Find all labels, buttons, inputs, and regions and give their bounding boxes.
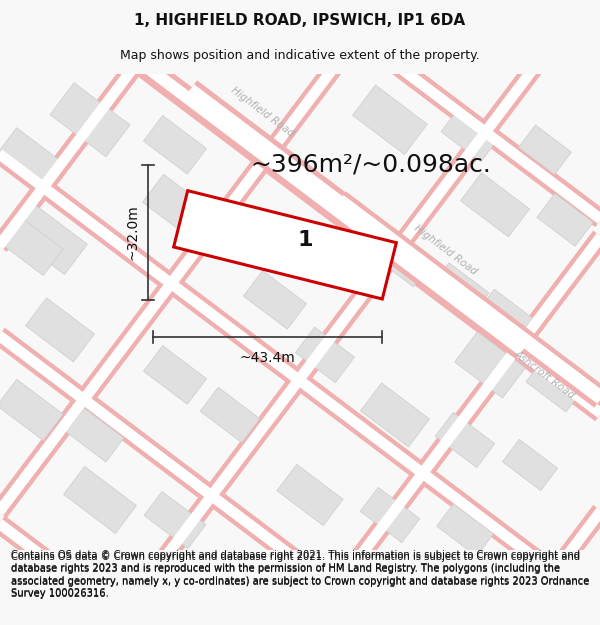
- Bar: [211, 198, 278, 261]
- Bar: [143, 116, 206, 174]
- Text: Ashcroft Road: Ashcroft Road: [513, 349, 577, 401]
- Bar: [437, 504, 493, 556]
- Text: ~43.4m: ~43.4m: [239, 351, 295, 365]
- Bar: [455, 332, 526, 398]
- Bar: [0, 214, 63, 276]
- Bar: [66, 408, 124, 462]
- Bar: [13, 205, 88, 274]
- Bar: [64, 466, 136, 534]
- Bar: [200, 388, 260, 442]
- Bar: [0, 379, 63, 441]
- Polygon shape: [173, 191, 397, 299]
- Bar: [441, 107, 499, 162]
- Text: 1: 1: [297, 230, 313, 250]
- Bar: [360, 488, 420, 542]
- Bar: [244, 271, 307, 329]
- Bar: [26, 298, 94, 362]
- Bar: [295, 327, 355, 382]
- Bar: [365, 222, 434, 287]
- Bar: [50, 82, 130, 157]
- Bar: [277, 464, 343, 526]
- Bar: [502, 439, 557, 491]
- Text: Contains OS data © Crown copyright and database right 2021. This information is : Contains OS data © Crown copyright and d…: [11, 550, 589, 598]
- Bar: [361, 383, 430, 447]
- Bar: [143, 346, 206, 404]
- Text: 1, HIGHFIELD ROAD, IPSWICH, IP1 6DA: 1, HIGHFIELD ROAD, IPSWICH, IP1 6DA: [134, 13, 466, 28]
- Text: Highfield Road: Highfield Road: [229, 85, 295, 139]
- Bar: [461, 173, 529, 237]
- Bar: [353, 85, 427, 154]
- Bar: [537, 193, 593, 246]
- Bar: [435, 412, 495, 468]
- Bar: [478, 289, 533, 341]
- Bar: [518, 125, 571, 174]
- Text: Map shows position and indicative extent of the property.: Map shows position and indicative extent…: [120, 49, 480, 62]
- Bar: [0, 127, 64, 192]
- Text: ~32.0m: ~32.0m: [126, 204, 140, 260]
- Text: Contains OS data © Crown copyright and database right 2021. This information is : Contains OS data © Crown copyright and d…: [11, 552, 589, 599]
- Bar: [144, 491, 206, 549]
- Bar: [143, 174, 208, 236]
- Text: ~396m²/~0.098ac.: ~396m²/~0.098ac.: [250, 152, 491, 177]
- Bar: [526, 358, 584, 412]
- Text: Highfield Road: Highfield Road: [412, 223, 478, 277]
- Bar: [431, 263, 489, 317]
